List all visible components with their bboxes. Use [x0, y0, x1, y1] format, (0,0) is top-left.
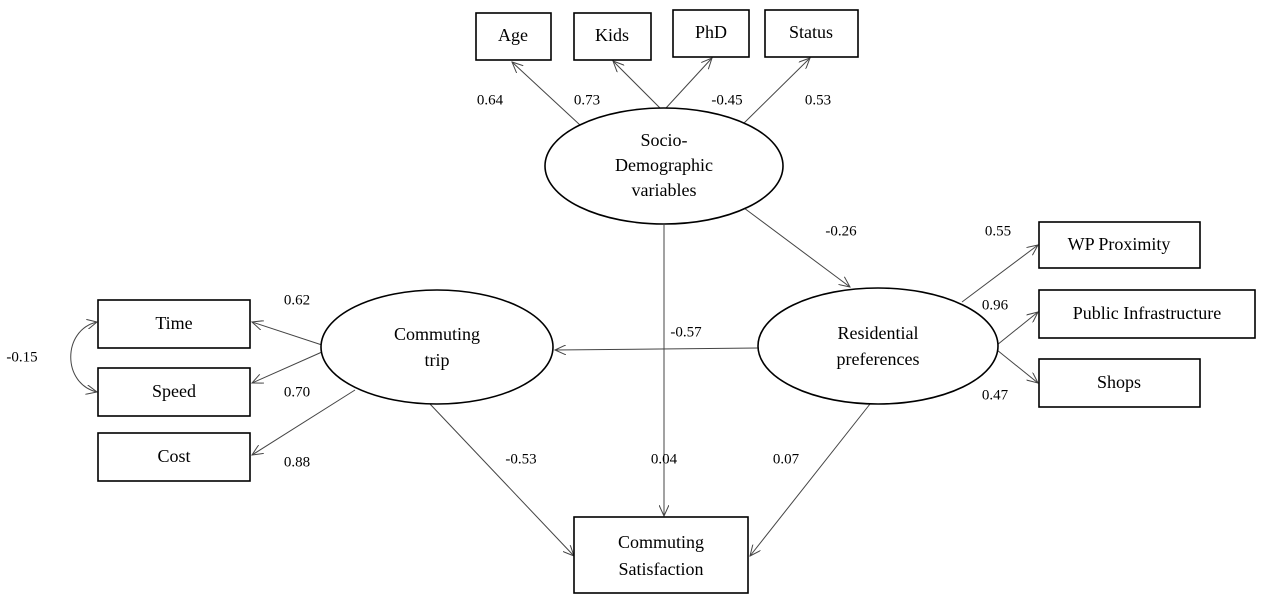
edge: [961, 245, 1038, 303]
node-box: [97, 367, 251, 417]
latent-node: [320, 289, 554, 405]
node-label: WP Proximity: [1068, 234, 1171, 254]
edge: [252, 389, 356, 455]
node-box: [1038, 358, 1201, 408]
node-label: Public Infrastructure: [1073, 303, 1221, 323]
edge-label: -0.57: [670, 324, 702, 340]
latent-node: [544, 107, 784, 225]
node-label: Status: [789, 22, 833, 42]
node-label: variables: [632, 180, 697, 200]
node-label: Cost: [157, 446, 190, 466]
edge: [555, 348, 759, 350]
edge: [739, 204, 850, 287]
node-label: Commuting: [394, 324, 480, 344]
edge: [429, 403, 574, 556]
node-label: PhD: [695, 22, 727, 42]
edge-label: 0.64: [477, 92, 504, 108]
edge-label: 0.47: [982, 387, 1009, 403]
node-label: Commuting: [618, 532, 704, 552]
edge-label: 0.88: [284, 454, 310, 470]
node-label: Speed: [152, 381, 196, 401]
edge: [996, 312, 1038, 346]
edge-label: 0.07: [773, 451, 800, 467]
node-label: Demographic: [615, 155, 713, 175]
edge-label: -0.53: [505, 451, 536, 467]
edge-label: 0.53: [805, 92, 831, 108]
edge-label: 0.04: [651, 451, 678, 467]
edge: [252, 322, 323, 346]
edge-label: 0.96: [982, 297, 1009, 313]
node-label: preferences: [837, 349, 920, 369]
node-box: [97, 432, 251, 482]
edge-label: -0.45: [711, 92, 742, 108]
node-label: Age: [498, 25, 528, 45]
node-box: [1038, 221, 1201, 269]
edge: [750, 403, 871, 556]
edge: [739, 58, 810, 128]
node-box: [672, 9, 750, 58]
latent-node: [757, 287, 999, 405]
covariance-edge: [70, 322, 97, 392]
node-label: Residential: [838, 323, 919, 343]
node-label: Satisfaction: [619, 559, 704, 579]
edge: [996, 349, 1038, 383]
edge: [613, 61, 661, 109]
node-label: Shops: [1097, 372, 1141, 392]
edge-label: 0.62: [284, 292, 310, 308]
edge: [252, 351, 323, 383]
node-label: Socio-: [641, 130, 688, 150]
edge-label: 0.55: [985, 223, 1011, 239]
node-box: [764, 9, 859, 58]
edge: [512, 62, 581, 126]
edge-label: -0.26: [825, 223, 857, 239]
edge-label: 0.73: [574, 92, 600, 108]
node-box: [97, 299, 251, 349]
node-label: Time: [155, 313, 192, 333]
node-box: [1038, 289, 1256, 339]
edge: [665, 58, 712, 109]
node-box: [573, 12, 652, 61]
edge-label: -0.15: [6, 349, 37, 365]
node-label: Kids: [595, 25, 629, 45]
node-box: [475, 12, 552, 61]
node-label: trip: [425, 350, 450, 370]
node-box: [573, 516, 749, 594]
edge-label: 0.70: [284, 384, 310, 400]
